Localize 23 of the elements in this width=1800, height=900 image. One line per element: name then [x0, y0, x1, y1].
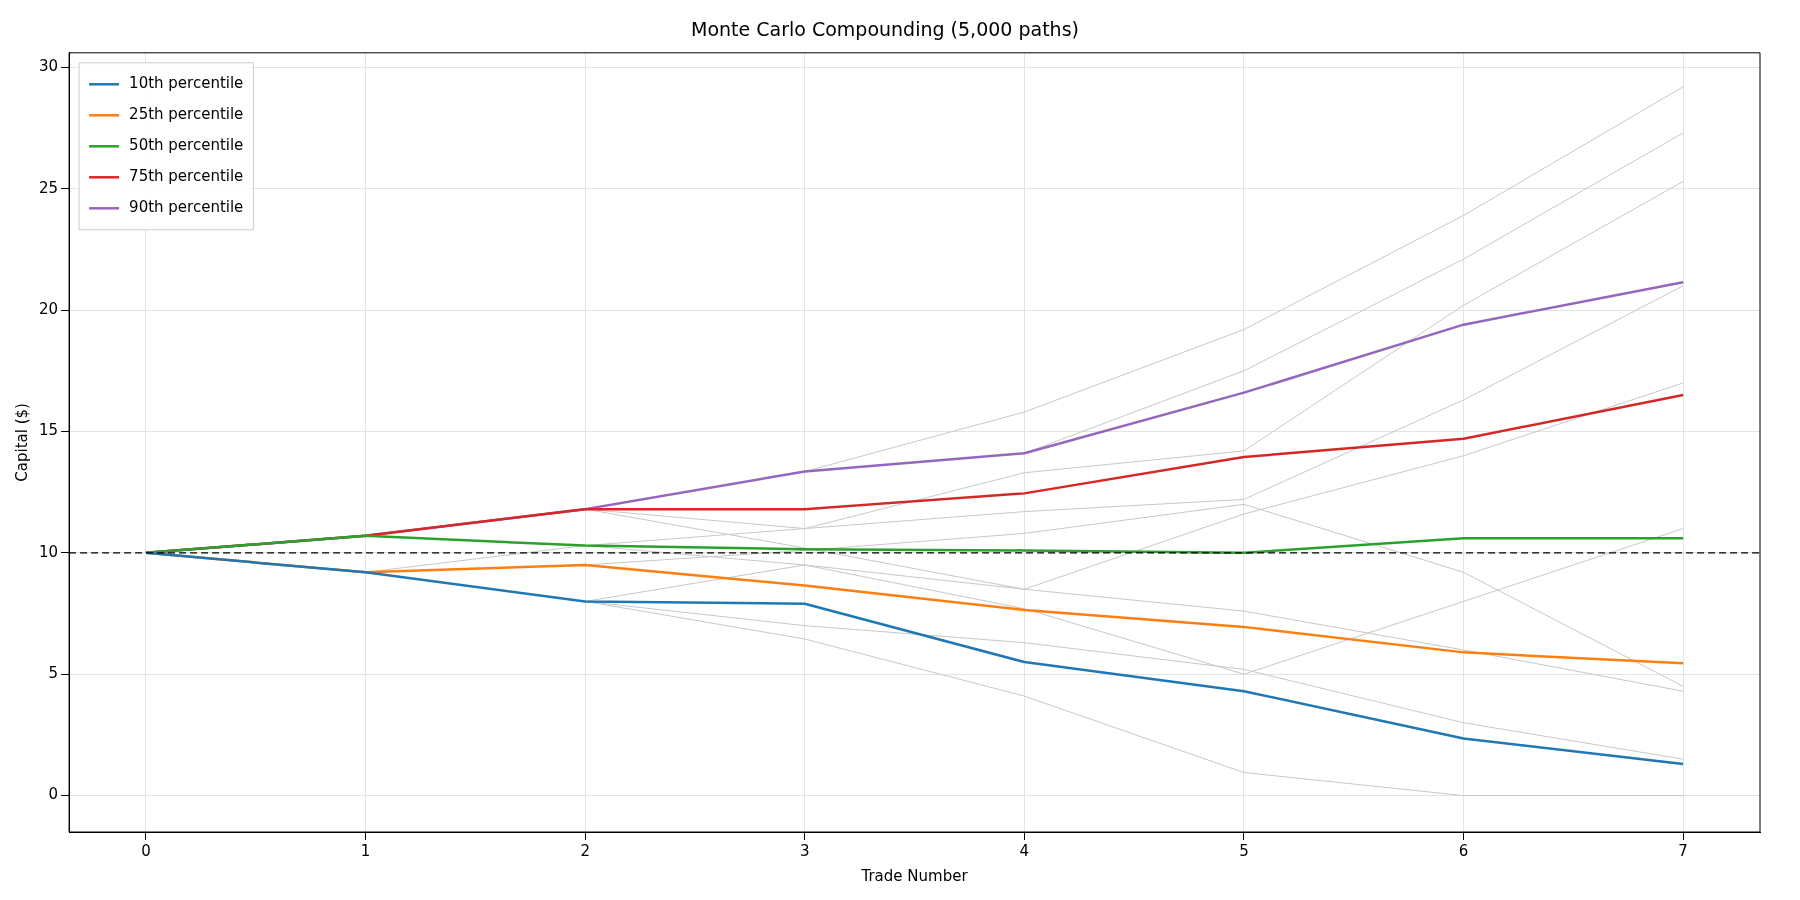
legend-label: 75th percentile — [129, 167, 244, 186]
y-tick-label: 30 — [38, 57, 59, 76]
x-tick-label: 3 — [799, 841, 810, 860]
legend-label: 50th percentile — [129, 136, 244, 155]
y-tick-label: 15 — [38, 421, 59, 440]
y-tick-label: 10 — [38, 542, 59, 561]
x-tick-label: 7 — [1678, 841, 1688, 860]
y-tick-label: 20 — [38, 300, 59, 318]
y-tick-label: 5 — [48, 664, 59, 683]
y-tick-label: 0 — [48, 785, 59, 804]
legend-label: 10th percentile — [129, 74, 244, 93]
y-tick-label: 25 — [38, 178, 59, 197]
legend-label: 25th percentile — [129, 105, 244, 124]
x-tick-label: 2 — [580, 841, 590, 860]
x-tick-label: 6 — [1458, 841, 1469, 860]
y-axis-title: Capital ($) — [12, 403, 31, 482]
chart-title: Monte Carlo Compounding (5,000 paths) — [691, 18, 1079, 41]
x-tick-label: 0 — [141, 841, 151, 860]
x-axis-title: Trade Number — [860, 866, 969, 885]
legend-label: 90th percentile — [129, 198, 244, 217]
x-tick-label: 1 — [360, 841, 371, 860]
x-tick-label: 4 — [1019, 841, 1030, 860]
x-tick-label: 5 — [1239, 841, 1249, 860]
